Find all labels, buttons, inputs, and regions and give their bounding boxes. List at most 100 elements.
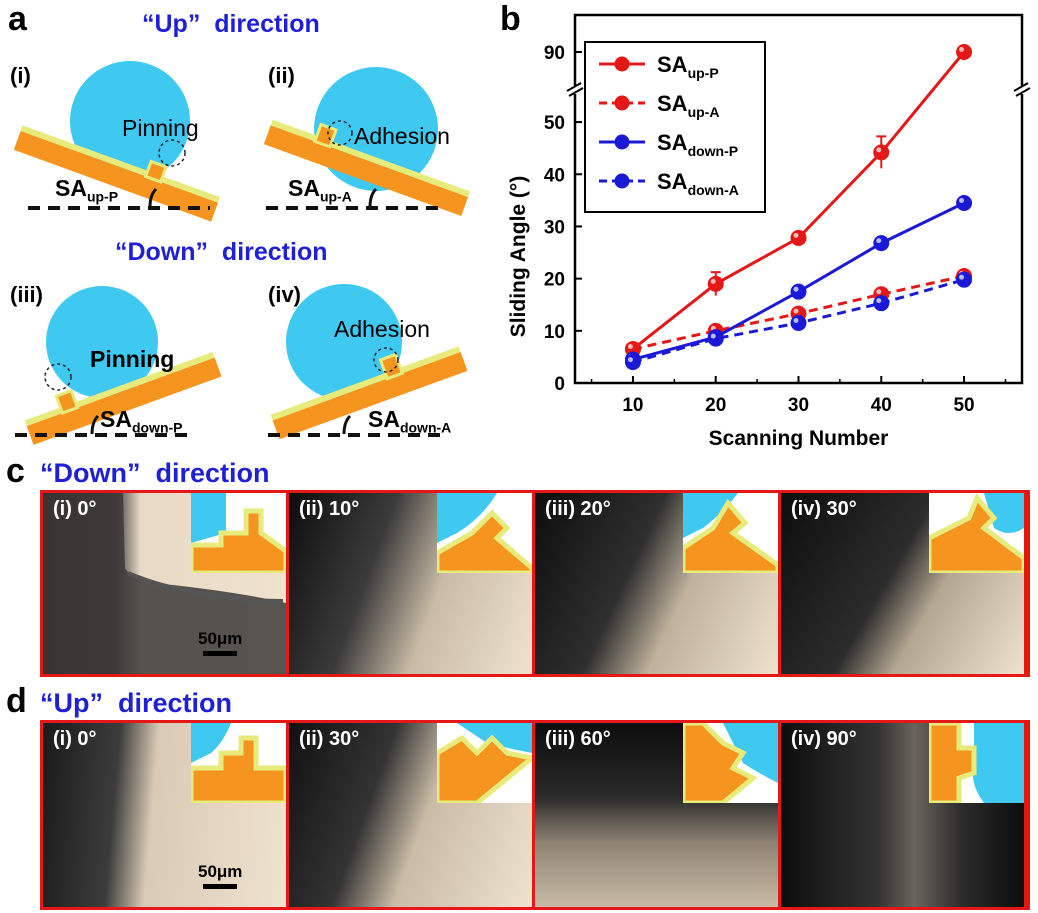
inset-schematic xyxy=(191,493,286,573)
legend-label: SAup-A xyxy=(657,91,719,120)
scale-label: 50μm xyxy=(198,862,243,881)
data-point xyxy=(707,275,724,292)
sa-sub: up-P xyxy=(86,188,119,205)
micrograph-texture xyxy=(43,493,286,674)
legend-label: SAup-P xyxy=(657,52,719,81)
legend-label-main: SA xyxy=(657,169,688,194)
x-tick-label: 50 xyxy=(953,395,974,416)
axis-break-mark xyxy=(568,87,584,97)
axis-break-gap xyxy=(567,86,583,94)
data-point xyxy=(790,229,807,246)
scale-bar-line xyxy=(203,884,238,889)
data-point xyxy=(873,295,890,312)
y-tick-label: 40 xyxy=(544,165,565,186)
sa-sub: down-P xyxy=(131,419,183,436)
scale-bar: 50μm xyxy=(198,862,242,889)
inset-schematic xyxy=(683,493,778,573)
axis-break-mark xyxy=(566,82,582,92)
schematic-up-pinning: (i) Pinning SAup-P xyxy=(10,55,240,225)
axis-break-gap xyxy=(1014,86,1030,94)
y-tick-label: 10 xyxy=(544,322,565,343)
data-point-highlight xyxy=(627,344,633,350)
down-image-strip: (i) 0° 50μm (ii) 10° (iii) 20° (iv) 30° xyxy=(40,490,1030,677)
schematic-down-adhesion: (iv) Adhesion SAdown-A xyxy=(258,280,483,445)
inset-schematic xyxy=(929,493,1024,573)
legend-label-main: SA xyxy=(657,52,688,77)
micrograph-panel: (iv) 30° xyxy=(781,493,1024,674)
adhesion-label: Adhesion xyxy=(354,123,450,149)
micrograph-panel: (ii) 10° xyxy=(289,493,532,674)
scale-label: 50μm xyxy=(198,629,243,648)
data-point-highlight xyxy=(793,308,799,314)
scale-bar: 50μm xyxy=(198,629,242,656)
down-direction-title: “Down” direction xyxy=(115,238,328,266)
inset-schematic xyxy=(929,723,1024,803)
sa-up-a-label: SAup-A xyxy=(288,175,352,205)
legend-label-sub: down-A xyxy=(688,182,739,198)
pinning-label: Pinning xyxy=(90,346,175,372)
up-image-strip: (i) 0° 50μm (ii) 30° (iii) 60° (iv) 90° xyxy=(40,720,1030,910)
inset-schematic xyxy=(437,493,532,573)
x-axis-label: Scanning Number xyxy=(709,427,889,450)
panel-label: (iii) 20° xyxy=(545,498,611,520)
y-tick-label: 30 xyxy=(544,217,565,238)
panel-a-letter: a xyxy=(8,0,27,38)
panel-d-letter: d xyxy=(6,682,27,720)
inset-schematic xyxy=(191,723,286,803)
adhesion-label: Adhesion xyxy=(334,316,430,342)
legend-label-main: SA xyxy=(657,91,688,116)
x-tick-label: 20 xyxy=(705,395,726,416)
data-point-highlight xyxy=(959,47,965,52)
schematic-sub-iv: (iv) xyxy=(268,282,301,307)
data-point xyxy=(873,144,890,161)
micrograph-panel: (i) 0° 50μm xyxy=(43,723,286,907)
legend-label: SAdown-P xyxy=(657,130,738,159)
schematic-graphic xyxy=(15,286,222,445)
schematic-up-adhesion: (ii) Adhesion SAup-A xyxy=(258,55,483,225)
sa-sub: down-A xyxy=(399,419,452,436)
panel-label: (i) 0° xyxy=(53,728,97,750)
panel-b-letter: b xyxy=(500,0,521,38)
data-point-highlight xyxy=(793,286,799,292)
data-point-highlight xyxy=(959,274,965,280)
panel-label: (iv) 30° xyxy=(791,498,857,520)
x-tick-label: 40 xyxy=(871,395,892,416)
data-point-highlight xyxy=(710,333,716,339)
x-tick-label: 30 xyxy=(788,395,809,416)
micrograph-panel: (iv) 90° xyxy=(781,723,1024,907)
sa-main: SA xyxy=(288,175,320,201)
schematic-graphic xyxy=(13,61,221,222)
data-point xyxy=(956,44,973,60)
up-direction-title: “Up” direction xyxy=(142,10,320,38)
schematic-sub-iii: (iii) xyxy=(10,282,43,307)
sa-main: SA xyxy=(368,406,400,432)
data-point-highlight xyxy=(876,289,882,295)
panel-label: (iv) 90° xyxy=(791,728,857,750)
data-point-highlight xyxy=(710,278,716,284)
up-direction-title-d: “Up” direction xyxy=(40,688,233,718)
y-tick-label: 0 xyxy=(554,374,565,395)
data-point xyxy=(956,271,973,288)
data-point-highlight xyxy=(793,317,799,323)
data-point-highlight xyxy=(876,298,882,304)
data-point-highlight xyxy=(876,238,882,244)
schematic-sub-i: (i) xyxy=(10,63,31,88)
panel-label: (i) 0° xyxy=(53,498,97,520)
data-point-highlight xyxy=(876,147,882,153)
scale-bar-line xyxy=(203,651,238,656)
sa-main: SA xyxy=(100,406,132,432)
micrograph-panel: (iii) 60° xyxy=(535,723,778,907)
micrograph-panel: (iii) 20° xyxy=(535,493,778,674)
schematic-sub-ii: (ii) xyxy=(268,63,295,88)
legend-marker xyxy=(614,95,630,111)
data-point xyxy=(873,235,890,252)
inset-schematic xyxy=(437,723,532,803)
data-point xyxy=(624,354,641,371)
data-point xyxy=(956,194,973,211)
legend-label-sub: up-P xyxy=(688,65,719,81)
legend-marker xyxy=(614,173,630,189)
sa-down-a-label: SAdown-A xyxy=(368,406,451,436)
sa-up-p-label: SAup-P xyxy=(55,175,118,205)
data-point xyxy=(790,283,807,300)
axis-break-mark xyxy=(1013,82,1029,92)
